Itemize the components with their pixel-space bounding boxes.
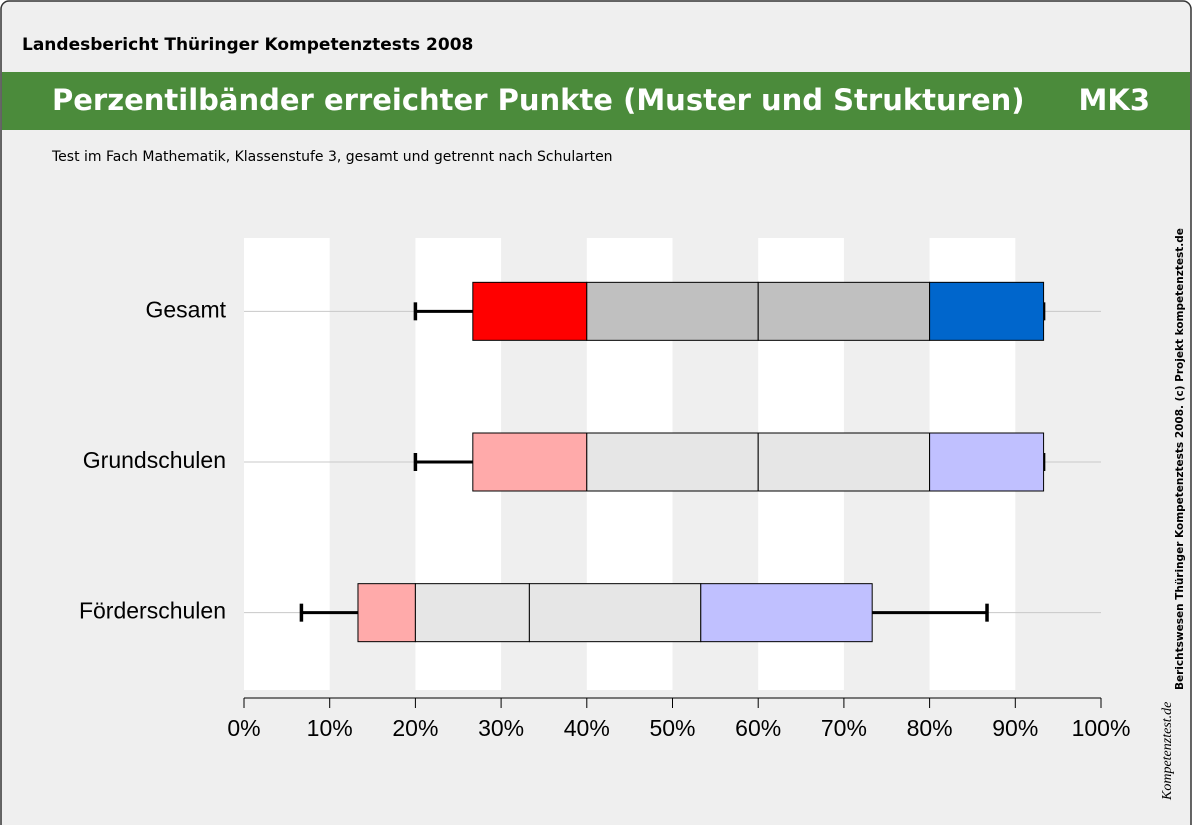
band-segment [472, 432, 588, 492]
x-tick-label: 90% [992, 715, 1038, 741]
header-title: Landesbericht Thüringer Kompetenztests 2… [22, 35, 473, 55]
x-tick-label: 100% [1072, 715, 1131, 741]
logo: Kompetenztest.de [1160, 702, 1175, 801]
band-segment [472, 281, 588, 341]
x-tick-label: 50% [649, 715, 695, 741]
x-tick-label: 20% [392, 715, 438, 741]
x-tick-label: 0% [227, 715, 260, 741]
x-tick-label: 40% [564, 715, 610, 741]
band-segment [357, 583, 416, 643]
chart-subtitle: Test im Fach Mathematik, Klassenstufe 3,… [51, 149, 613, 165]
band-segment [700, 583, 873, 643]
band-segment [414, 583, 530, 643]
copyright: Berichtswesen Thüringer Kompetenztests 2… [1174, 228, 1186, 690]
y-tick-label: Grundschulen [83, 447, 226, 473]
band-segment [929, 432, 1045, 492]
band-segment [586, 432, 759, 492]
band-segment [586, 281, 759, 341]
x-tick-label: 30% [478, 715, 524, 741]
x-tick-label: 80% [907, 715, 953, 741]
stripe [244, 238, 330, 690]
band-segment [528, 583, 702, 643]
x-tick-label: 60% [735, 715, 781, 741]
y-tick-label: Förderschulen [79, 598, 226, 624]
title-band [2, 72, 1190, 130]
plot: 0% 10% 20% 30% 40% 50% 60% 70% 80% 90% 100% Gesamt G… [79, 238, 1130, 741]
band-segment [757, 432, 931, 492]
x-tick-label: 10% [307, 715, 353, 741]
chart-title: Perzentilbänder erreichter Punkte (Muste… [52, 83, 1025, 117]
band-segment [757, 281, 931, 341]
x-tick-label: 70% [821, 715, 867, 741]
chart-code: MK3 [1078, 83, 1150, 117]
band-segment [929, 281, 1045, 341]
y-tick-label: Gesamt [145, 296, 226, 322]
